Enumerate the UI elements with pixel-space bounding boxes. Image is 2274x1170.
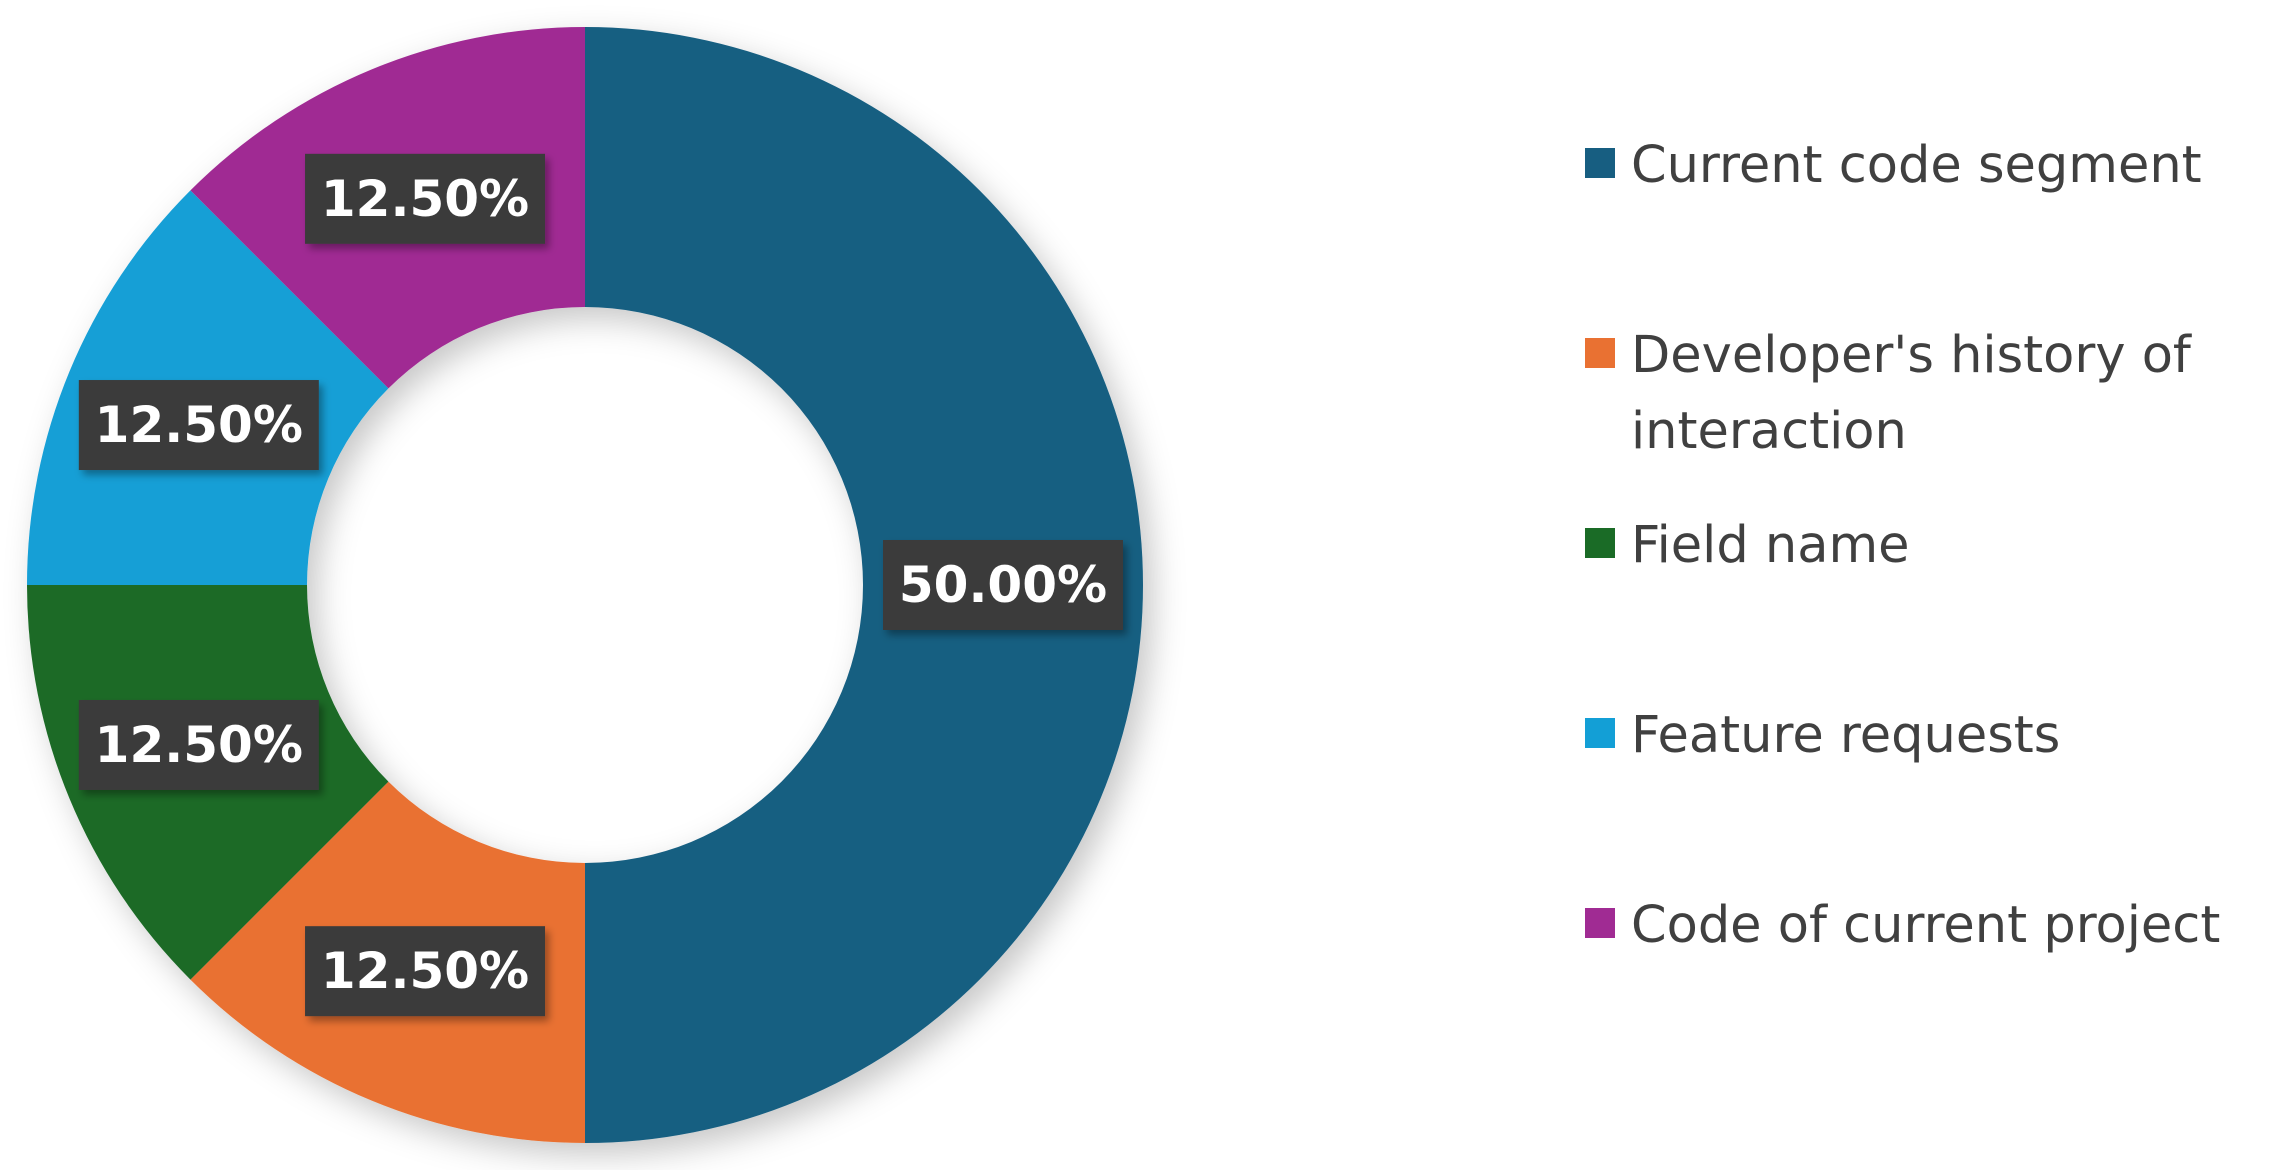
legend-item-field-name: Field name [1585,508,2265,584]
legend-swatch [1585,338,1615,368]
legend-label: Developer's history of interaction [1631,326,2191,461]
data-label-box [305,153,546,244]
data-label-current-code-segment: 50.00% [883,540,1123,630]
legend-label: Feature requests [1631,706,2061,765]
legend-item-code-of-current-project: Code of current project [1585,888,2265,964]
legend-swatch [1585,718,1615,748]
legend-item-developers-history: Developer's history of interaction [1585,318,2265,470]
data-label-box [883,540,1123,630]
data-label-text: 12.50% [321,942,529,1000]
legend-label: Code of current project [1631,896,2221,955]
data-label-text: 12.50% [95,396,303,454]
data-labels: 50.00% 12.50% 12.50% 12.50% 12.50% [78,153,1123,1017]
data-label-box [305,926,546,1017]
donut-chart: 50.00% 12.50% 12.50% 12.50% 12.50% [27,26,1143,1143]
legend-item-feature-requests: Feature requests [1585,698,2265,774]
data-label-code-of-current-project: 12.50% [305,153,546,244]
data-label-text: 12.50% [321,170,529,228]
legend-item-current-code-segment: Current code segment [1585,128,2265,204]
slice-current-code-segment [585,27,1143,1143]
data-label-box [78,699,319,790]
legend-label: Current code segment [1631,136,2202,195]
data-label-field-name: 12.50% [78,699,319,790]
legend-swatch [1585,908,1615,938]
data-label-text: 12.50% [95,716,303,774]
legend-swatch [1585,148,1615,178]
data-label-box [78,380,319,471]
data-label-developer-s-history-of-interaction: 12.50% [305,926,546,1017]
data-label-feature-requests: 12.50% [78,380,319,471]
legend-label: Field name [1631,516,1910,575]
legend-swatch [1585,528,1615,558]
data-label-text: 50.00% [899,556,1107,614]
